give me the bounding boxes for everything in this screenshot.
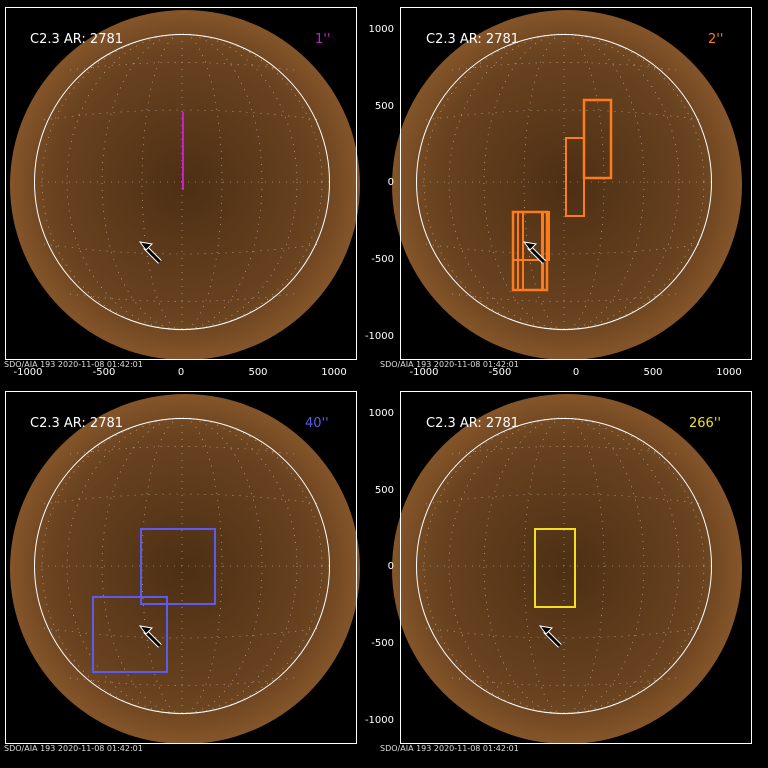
panel-title: C2.3 AR: 2781 bbox=[426, 416, 520, 431]
resolution-tag: 266'' bbox=[689, 416, 721, 431]
x-tick: 1000 bbox=[716, 367, 742, 378]
y-tick: 0 bbox=[387, 177, 394, 188]
panel-4: C2.3 AR: 2781 266'' 1000 500 0 -500 -100… bbox=[365, 384, 768, 768]
instrument-footer: SDO/AIA 193 2020-11-08 01:42:01 bbox=[380, 744, 519, 753]
x-tick: -1000 bbox=[409, 367, 439, 378]
y-tick: -1000 bbox=[364, 715, 394, 726]
y-tick: 500 bbox=[374, 485, 394, 496]
plot-frame bbox=[400, 7, 752, 360]
y-tick: 0 bbox=[387, 561, 394, 572]
grid-lines bbox=[416, 417, 712, 715]
overlay bbox=[416, 417, 712, 715]
fov-box bbox=[534, 528, 576, 608]
x-tick: 500 bbox=[248, 367, 268, 378]
plot-frame bbox=[5, 391, 357, 744]
x-tick: 0 bbox=[572, 367, 580, 378]
x-tick: 0 bbox=[177, 367, 185, 378]
panel-title: C2.3 AR: 2781 bbox=[30, 416, 124, 431]
panel-1: C2.3 AR: 2781 1'' -1000 -500 0 500 1000 … bbox=[0, 0, 384, 384]
x-tick: -500 bbox=[488, 367, 512, 378]
grid-lines bbox=[416, 33, 712, 331]
overlay bbox=[34, 33, 330, 331]
fov-boxes bbox=[511, 98, 613, 292]
overlay bbox=[416, 33, 712, 331]
arrow-icon bbox=[138, 241, 162, 264]
resolution-tag: 40'' bbox=[305, 416, 329, 431]
instrument-footer: SDO/AIA 193 2020-11-08 01:42:01 bbox=[4, 744, 143, 753]
x-tick: -1000 bbox=[13, 367, 43, 378]
arrow-icon bbox=[522, 241, 546, 264]
arrow-icon bbox=[138, 625, 162, 648]
y-tick: 1000 bbox=[368, 24, 394, 35]
y-tick: 1000 bbox=[368, 408, 394, 419]
plot-frame bbox=[400, 391, 752, 744]
plot-frame bbox=[5, 7, 357, 360]
y-tick: 500 bbox=[374, 101, 394, 112]
fov-boxes bbox=[92, 528, 216, 673]
x-tick: -500 bbox=[92, 367, 116, 378]
y-tick: -500 bbox=[371, 638, 394, 649]
resolution-tag: 2'' bbox=[708, 32, 724, 47]
overlay bbox=[34, 417, 330, 715]
panel-3: C2.3 AR: 2781 40'' SDO/AIA 193 2020-11-0… bbox=[0, 384, 384, 768]
y-tick: -1000 bbox=[364, 331, 394, 342]
panel-title: C2.3 AR: 2781 bbox=[426, 32, 520, 47]
panel-title: C2.3 AR: 2781 bbox=[30, 32, 124, 47]
grid-lines bbox=[34, 417, 330, 715]
x-tick: 500 bbox=[643, 367, 663, 378]
instrument-footer: SDO/AIA 193 2020-11-08 01:42:01 bbox=[380, 360, 519, 369]
resolution-tag: 1'' bbox=[315, 32, 331, 47]
x-tick: 1000 bbox=[321, 367, 347, 378]
panel-2: C2.3 AR: 2781 2'' 1000 500 0 -500 -1000 … bbox=[365, 0, 768, 384]
instrument-footer: SDO/AIA 193 2020-11-08 01:42:01 bbox=[4, 360, 143, 369]
arrow-icon bbox=[538, 625, 562, 648]
y-tick: -500 bbox=[371, 254, 394, 265]
